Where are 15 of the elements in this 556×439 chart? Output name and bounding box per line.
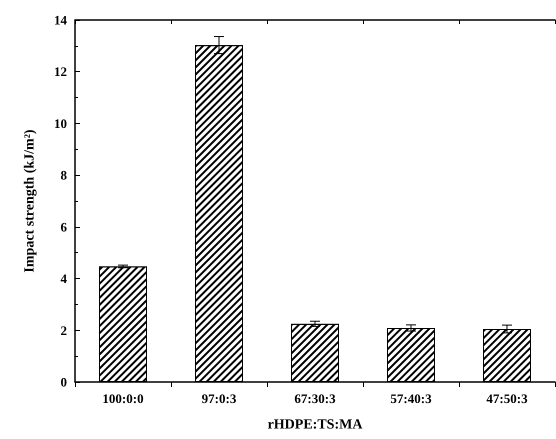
y-axis-title: Impact strength (kJ/m²): [22, 129, 38, 273]
y-tick-label: 2: [60, 322, 67, 338]
x-tick-label: 57:40:3: [390, 391, 432, 406]
y-tick-label: 14: [54, 12, 68, 28]
x-tick-label: 97:0:3: [202, 391, 237, 406]
y-tick-label: 12: [54, 64, 67, 80]
x-tick-label: 47:50:3: [486, 391, 528, 406]
x-tick-label: 100:0:0: [102, 391, 144, 406]
y-tick-label: 10: [54, 116, 67, 131]
y-tick-label: 0: [60, 374, 67, 390]
y-tick-label: 8: [60, 168, 68, 183]
y-tick-label: 4: [60, 271, 68, 286]
x-axis-title: rHDPE:TS:MA: [268, 418, 364, 432]
x-tick-label: 67:30:3: [294, 391, 336, 406]
y-tick-label: 6: [60, 219, 68, 234]
